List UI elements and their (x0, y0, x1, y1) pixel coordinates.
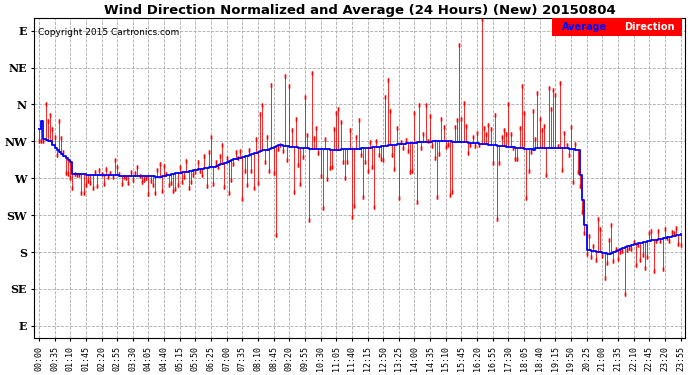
Text: Copyright 2015 Cartronics.com: Copyright 2015 Cartronics.com (38, 28, 179, 37)
Title: Wind Direction Normalized and Average (24 Hours) (New) 20150804: Wind Direction Normalized and Average (2… (104, 4, 615, 17)
